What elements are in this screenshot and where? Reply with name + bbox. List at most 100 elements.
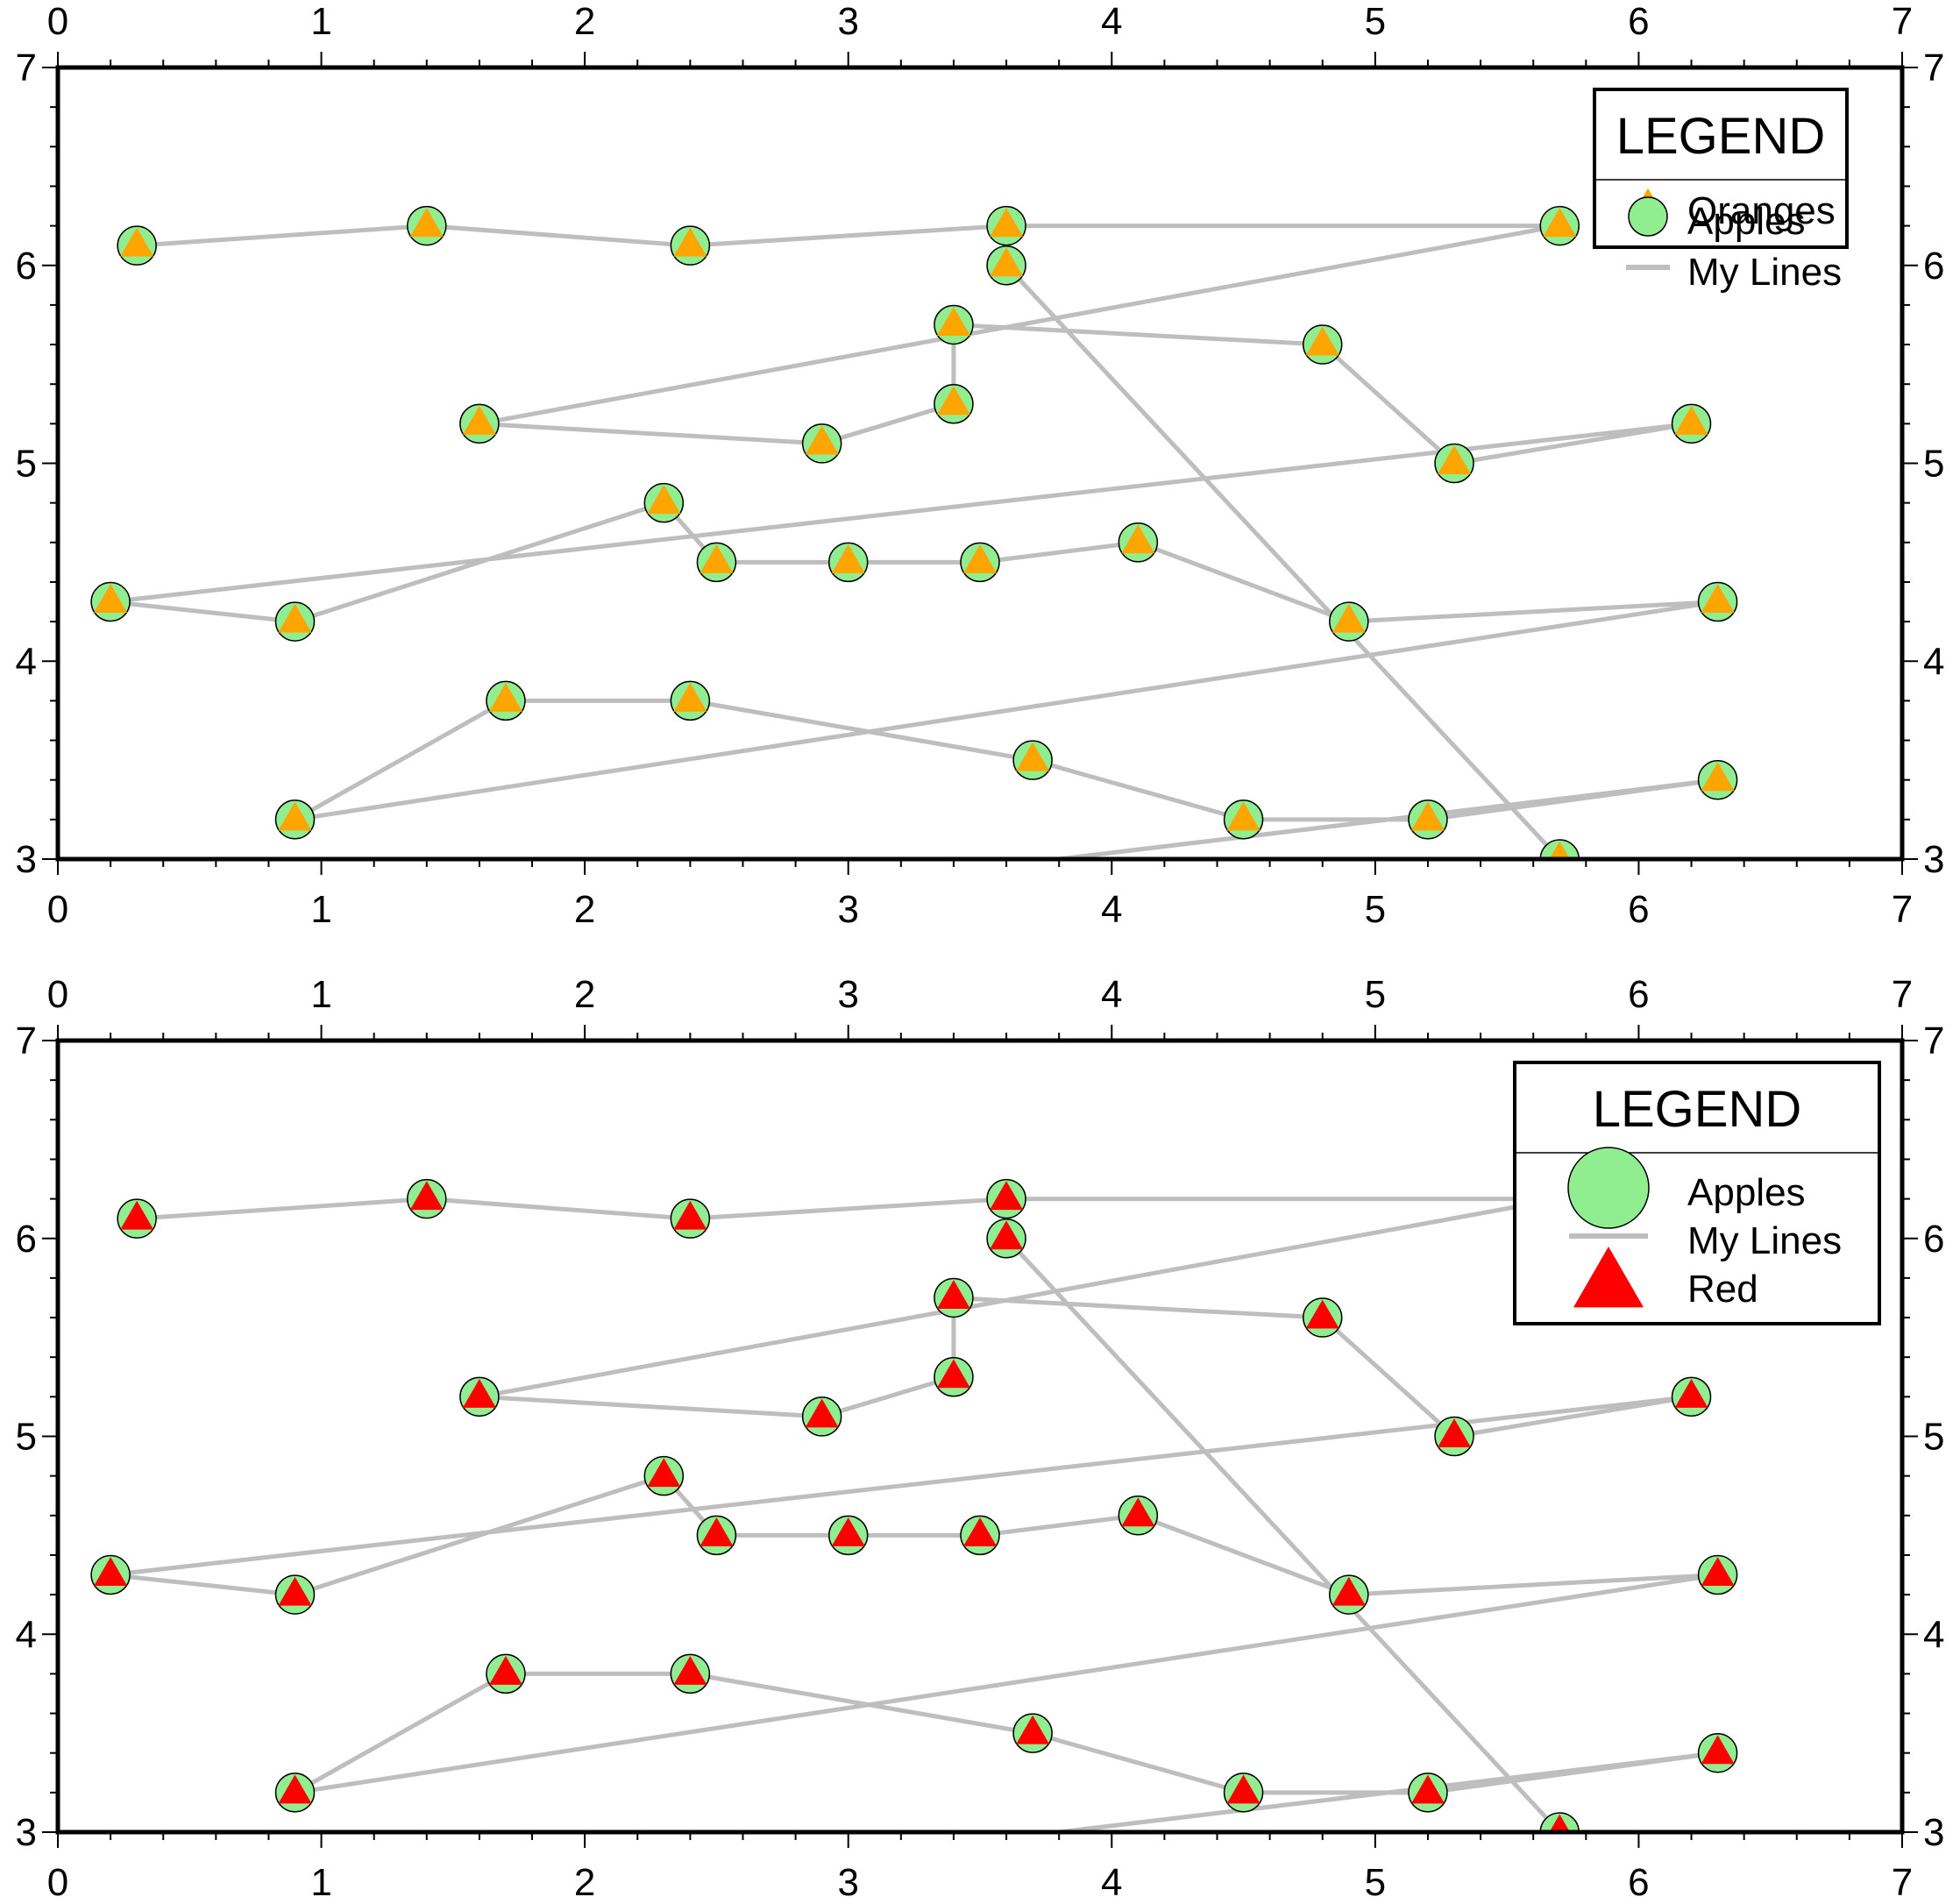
oranges-point [936, 307, 970, 336]
legend: LEGEND Apples My Lines Red [1513, 1061, 1881, 1325]
red-point [699, 1517, 734, 1546]
red-point [278, 1774, 312, 1804]
red-point [990, 1181, 1024, 1211]
y-tick-label-left: 7 [16, 46, 37, 89]
oranges-point [1332, 603, 1366, 633]
y-tick-label-right: 6 [1923, 245, 1944, 288]
legend-entry-apples: Apples [1628, 196, 1806, 243]
oranges-point [462, 405, 496, 435]
legend-label: Red [1687, 1268, 1758, 1311]
red-point [805, 1398, 839, 1428]
oranges-point [1549, 841, 1571, 859]
oranges-point [409, 208, 444, 238]
red-point [647, 1458, 681, 1488]
legend-label: My Lines [1687, 251, 1842, 294]
legend-label: Apples [1687, 200, 1806, 243]
y-tick-label-right: 7 [1923, 1020, 1944, 1062]
x-tick-label-top: 5 [1365, 0, 1386, 43]
y-tick-label-right: 7 [1923, 46, 1944, 89]
x-tick-label-top: 6 [1628, 0, 1649, 43]
oranges-point [488, 682, 522, 712]
oranges-point [1701, 762, 1735, 792]
red-point [990, 1220, 1024, 1250]
x-tick-label-bottom: 6 [1628, 1861, 1649, 1897]
y-tick-label-left: 5 [16, 443, 37, 486]
red-point [1438, 1418, 1472, 1448]
legend-title: LEGEND [1616, 108, 1826, 165]
red-point [1226, 1774, 1261, 1804]
oranges-point [1016, 742, 1050, 771]
y-tick-label-right: 5 [1923, 1416, 1944, 1459]
series-line-2 [1005, 1237, 1562, 1832]
red-point [1674, 1378, 1708, 1408]
x-tick-label-bottom: 0 [47, 1861, 68, 1897]
legend-entry-my-lines: My Lines [1626, 251, 1842, 294]
red-point [1549, 1814, 1571, 1832]
x-tick-label-top: 2 [574, 973, 595, 1016]
oranges-point [805, 425, 839, 455]
oranges-point [699, 544, 734, 573]
red-point [120, 1200, 154, 1230]
oranges-point [1410, 801, 1445, 831]
y-tick-label-right: 3 [1923, 838, 1944, 881]
oranges-point [278, 603, 312, 633]
oranges-point [1543, 208, 1577, 238]
x-tick-label-top: 0 [47, 0, 68, 43]
red-point [963, 1517, 997, 1546]
red-point [1016, 1715, 1050, 1744]
series-line-1 [108, 1197, 1721, 1832]
x-tick-label-top: 4 [1101, 0, 1122, 43]
oranges-point [1226, 801, 1261, 831]
series-line-1 [108, 224, 1721, 859]
y-tick-label-right: 3 [1923, 1811, 1944, 1854]
x-tick-label-bottom: 5 [1365, 888, 1386, 931]
x-tick-label-bottom: 3 [837, 1861, 858, 1897]
y-tick-label-right: 6 [1923, 1218, 1944, 1261]
x-tick-label-bottom: 0 [47, 888, 68, 931]
x-tick-label-top: 2 [574, 0, 595, 43]
x-tick-label-bottom: 7 [1892, 1861, 1913, 1897]
oranges-point [990, 208, 1024, 238]
x-tick-label-bottom: 2 [574, 888, 595, 931]
y-tick-label-left: 4 [16, 640, 37, 683]
legend-circle-icon [1567, 1147, 1650, 1229]
red-point [409, 1181, 444, 1211]
red-point [936, 1280, 970, 1309]
oranges-point [1121, 524, 1155, 554]
x-tick-label-bottom: 2 [574, 1861, 595, 1897]
y-tick-label-left: 7 [16, 1020, 37, 1062]
x-tick-label-top: 4 [1101, 973, 1122, 1016]
x-tick-label-top: 7 [1892, 973, 1913, 1016]
legend-entry-apples: Apples [1567, 1147, 1806, 1229]
legend-triangle-icon [1573, 1247, 1644, 1308]
plot-area [90, 205, 1738, 859]
y-tick-label-left: 6 [16, 245, 37, 288]
oranges-point [94, 584, 128, 614]
oranges-point [120, 227, 154, 257]
x-tick-label-bottom: 6 [1628, 888, 1649, 931]
red-point [488, 1655, 522, 1685]
x-tick-label-top: 3 [837, 0, 858, 43]
x-tick-label-bottom: 4 [1101, 888, 1122, 931]
red-point [1701, 1557, 1735, 1587]
legend-title: LEGEND [1593, 1081, 1802, 1138]
x-tick-label-bottom: 5 [1365, 1861, 1386, 1897]
series-line-2 [1005, 264, 1562, 859]
oranges-point [831, 544, 865, 573]
y-tick-label-left: 6 [16, 1218, 37, 1261]
red-point [462, 1378, 496, 1408]
oranges-point [1674, 405, 1708, 435]
red-point [278, 1576, 312, 1606]
red-point [1332, 1576, 1366, 1606]
red-point [1121, 1497, 1155, 1527]
x-tick-label-bottom: 3 [837, 888, 858, 931]
plot-area [90, 1178, 1738, 1832]
legend-entry-red: Red [1573, 1247, 1758, 1311]
x-tick-label-bottom: 1 [310, 1861, 331, 1897]
y-tick-label-right: 4 [1923, 1613, 1944, 1656]
